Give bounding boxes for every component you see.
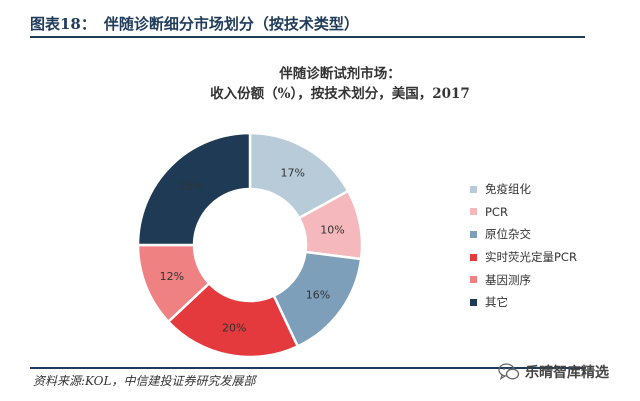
chart-legend: 免疫组化 PCR 原位杂交实时荧光定量PCR 基因测序其它 xyxy=(470,178,577,314)
legend-swatch xyxy=(470,185,477,193)
source-note: 资料来源:KOL，中信建投证券研究发展部 xyxy=(33,374,256,388)
figure-number: 图表18： xyxy=(30,14,96,33)
figure-title: 伴随诊断细分市场划分（按技术类型） xyxy=(103,14,359,33)
legend-item-0: 免疫组化 xyxy=(470,178,577,201)
slice-label-1: 10% xyxy=(320,223,344,236)
legend-label: PCR xyxy=(485,204,508,219)
legend-label: 其它 xyxy=(485,295,508,310)
wechat-icon xyxy=(498,363,520,380)
legend-label: 原位杂交 xyxy=(485,227,531,242)
legend-swatch xyxy=(470,208,477,216)
slice-label-2: 16% xyxy=(306,288,330,301)
legend-item-1: PCR xyxy=(470,201,577,224)
legend-label: 实时荧光定量PCR xyxy=(485,250,577,265)
legend-item-5: 其它 xyxy=(470,291,577,314)
legend-item-4: 基因测序 xyxy=(470,268,577,291)
watermark: 乐晴智库精选 xyxy=(498,362,609,382)
figure-header: 图表18： 伴随诊断细分市场划分（按技术类型） xyxy=(30,10,585,38)
slice-label-4: 12% xyxy=(160,270,184,283)
slice-label-0: 17% xyxy=(281,167,305,180)
slice-label-5: 25% xyxy=(178,180,202,193)
legend-item-3: 实时荧光定量PCR xyxy=(470,246,577,269)
chart-subtitle: 收入份额（%），按技术划分，美国，2017 xyxy=(210,86,470,102)
legend-label: 基因测序 xyxy=(485,272,531,287)
legend-swatch xyxy=(470,230,477,238)
legend-swatch xyxy=(470,253,477,261)
slice-5 xyxy=(136,131,252,247)
slice-label-3: 20% xyxy=(222,322,246,335)
chart-title: 伴随诊断试剂市场： xyxy=(279,66,401,82)
legend-label: 免疫组化 xyxy=(485,182,531,197)
legend-item-2: 原位杂交 xyxy=(470,223,577,246)
legend-swatch xyxy=(470,298,477,306)
footer-divider xyxy=(30,367,585,369)
legend-swatch xyxy=(470,276,477,284)
watermark-text: 乐晴智库精选 xyxy=(525,365,609,381)
